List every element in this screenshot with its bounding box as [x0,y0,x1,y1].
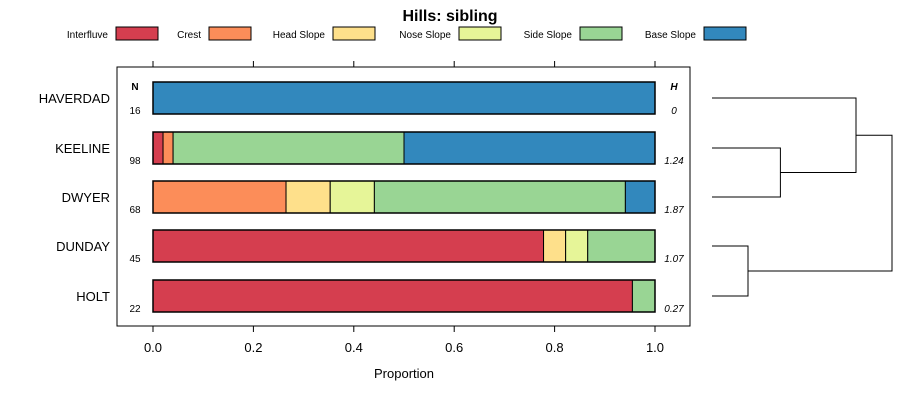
bar-segment-3-0 [152,229,545,263]
h-value-2: 1.87 [664,205,684,216]
category-label-1: KEELINE [55,141,110,156]
legend-label-4: Side Slope [524,30,573,41]
bar-segment-1-0 [152,131,164,165]
legend-label-5: Base Slope [645,30,697,41]
category-label-2: DWYER [62,190,110,205]
n-value-0: 16 [129,106,141,117]
legend-swatch-5 [703,26,747,41]
x-axis-title: Proportion [374,366,434,381]
bar-outline-0 [152,81,656,115]
h-header: H [670,82,678,93]
legend-label-0: Interfluve [67,30,109,41]
bar-segment-2-2 [285,180,331,214]
legend: Interfluve Crest Head Slope Nose Slope Side … [67,26,747,41]
legend-label-3: Nose Slope [399,30,451,41]
legend-swatch-0 [115,26,159,41]
bar-segment-0-5 [152,81,656,115]
n-value-4: 22 [129,304,141,315]
x-tick-label-5: 1.0 [646,340,664,355]
bar-segment-4-0 [152,279,633,313]
bar-segment-4-4 [631,279,656,313]
legend-swatch-2 [332,26,376,41]
plot-frame [116,66,691,327]
bar-segment-1-4 [172,131,405,165]
bar-segment-3-3 [565,229,589,263]
x-tick-label-0: 0.0 [144,340,162,355]
legend-swatch-4 [579,26,623,41]
n-value-2: 68 [129,205,141,216]
dendrogram-link-2 [712,97,857,173]
x-tick-label-3: 0.6 [445,340,463,355]
x-tick-label-4: 0.8 [546,340,564,355]
h-value-3: 1.07 [664,254,684,265]
h-value-1: 1.24 [664,156,684,167]
category-label-3: DUNDAY [56,239,110,254]
n-header: N [131,82,138,93]
bar-segment-2-4 [373,180,626,214]
dendrogram-link-1 [712,147,781,198]
bar-outline-3 [152,229,656,263]
legend-swatch-3 [458,26,502,41]
n-value-1: 98 [129,156,141,167]
h-value-4: 0.27 [664,304,684,315]
legend-label-1: Crest [177,30,201,41]
bar-segment-3-4 [587,229,656,263]
h-value-0: 0 [671,106,677,117]
legend-swatch-1 [208,26,252,41]
bar-segment-2-3 [329,180,375,214]
bars: HAVERDAD 16 0 KEELINE 98 1.24 DWYER 68 1.87 DUNDA… [39,81,684,315]
bar-outline-4 [152,279,656,313]
bar-segment-2-1 [152,180,287,214]
bar-outline-1 [152,131,656,165]
n-value-3: 45 [129,254,141,265]
bar-segment-2-5 [624,180,656,214]
bar-segment-3-2 [543,229,567,263]
bar-segment-1-1 [162,131,174,165]
x-axis: 0.0 0.2 0.4 0.6 0.8 1.0 [144,61,664,355]
chart-title: Hills: sibling [402,8,497,25]
category-label-0: HAVERDAD [39,91,110,106]
bar-outline-2 [152,180,656,214]
x-tick-label-2: 0.4 [345,340,363,355]
x-tick-label-1: 0.2 [244,340,262,355]
category-label-4: HOLT [76,289,110,304]
dendrogram-link-0 [712,245,749,297]
dendrogram-link-3 [748,134,893,272]
dendrogram [712,97,893,297]
legend-label-2: Head Slope [273,30,326,41]
bar-segment-1-5 [403,131,656,165]
